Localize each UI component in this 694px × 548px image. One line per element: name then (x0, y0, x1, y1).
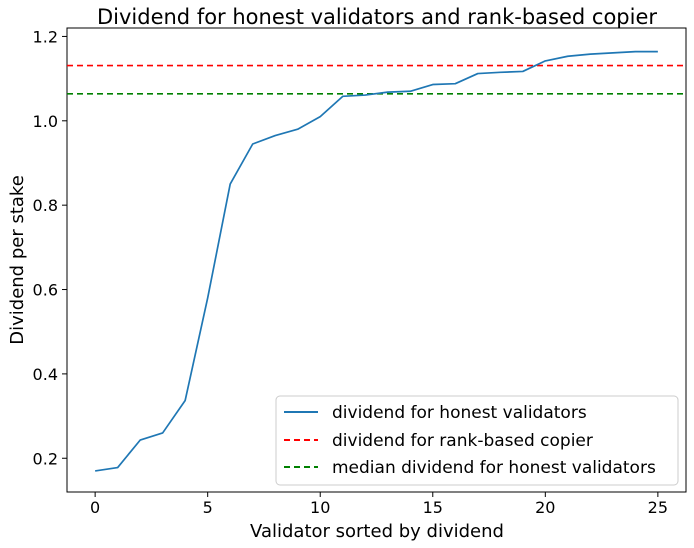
y-tick-label: 0.4 (33, 365, 58, 384)
chart-title: Dividend for honest validators and rank-… (97, 5, 657, 29)
honest-dividend-point (499, 71, 501, 73)
legend-label-honest: dividend for honest validators (332, 403, 587, 423)
honest-dividend-line (95, 50, 658, 472)
x-tick-label: 25 (648, 498, 668, 517)
x-tick-label: 10 (310, 498, 330, 517)
x-tick-label: 0 (90, 498, 100, 517)
honest-dividend-point (454, 83, 456, 85)
honest-dividend-point (207, 297, 209, 299)
honest-dividend-point (634, 51, 636, 53)
y-tick-label: 0.6 (33, 281, 58, 300)
honest-dividend-point (319, 116, 321, 118)
series-lines (94, 50, 659, 472)
honest-dividend-point (409, 90, 411, 92)
y-axis-label: Dividend per stake (7, 175, 28, 345)
honest-dividend-point (274, 135, 276, 137)
legend-label-copier: dividend for rank-based copier (332, 431, 593, 451)
honest-dividend-point (387, 91, 389, 93)
legend-box (275, 395, 679, 486)
plot-frame (66, 27, 687, 493)
honest-dividend-point (589, 53, 591, 55)
honest-dividend-point (364, 94, 366, 96)
honest-dividend-point (522, 71, 524, 73)
honest-dividend-point (139, 439, 141, 441)
y-axis-ticks: 0.2 0.4 0.6 0.8 1.0 1.2 (33, 27, 67, 468)
y-tick-label: 1.0 (33, 112, 58, 131)
plot-area (66, 27, 687, 493)
legend: dividend for honest validators dividend … (275, 395, 679, 486)
x-tick-label: 5 (203, 498, 213, 517)
honest-dividend-point (297, 128, 299, 130)
x-tick-label: 15 (423, 498, 443, 517)
x-axis-label: Validator sorted by dividend (250, 521, 504, 542)
honest-dividend-point (544, 60, 546, 62)
honest-dividend-point (184, 400, 186, 402)
honest-dividend-point (252, 143, 254, 145)
y-tick-label: 1.2 (33, 27, 58, 46)
legend-label-median: median dividend for honest validators (332, 458, 656, 478)
honest-dividend-point (612, 52, 614, 54)
y-tick-label: 0.8 (33, 196, 58, 215)
y-tick-label: 0.2 (33, 449, 58, 468)
honest-dividend-point (94, 470, 96, 472)
honest-dividend-point (567, 55, 569, 57)
honest-dividend-point (162, 432, 164, 434)
honest-dividend-point (657, 51, 659, 53)
honest-dividend-point (229, 183, 231, 185)
honest-dividend-point (477, 73, 479, 75)
x-tick-label: 20 (535, 498, 555, 517)
honest-dividend-point (342, 95, 344, 97)
honest-dividend-point (117, 467, 119, 469)
honest-dividend-point (432, 84, 434, 86)
x-axis-ticks: 0 5 10 15 20 25 (90, 492, 668, 517)
reference-lines (67, 64, 686, 95)
